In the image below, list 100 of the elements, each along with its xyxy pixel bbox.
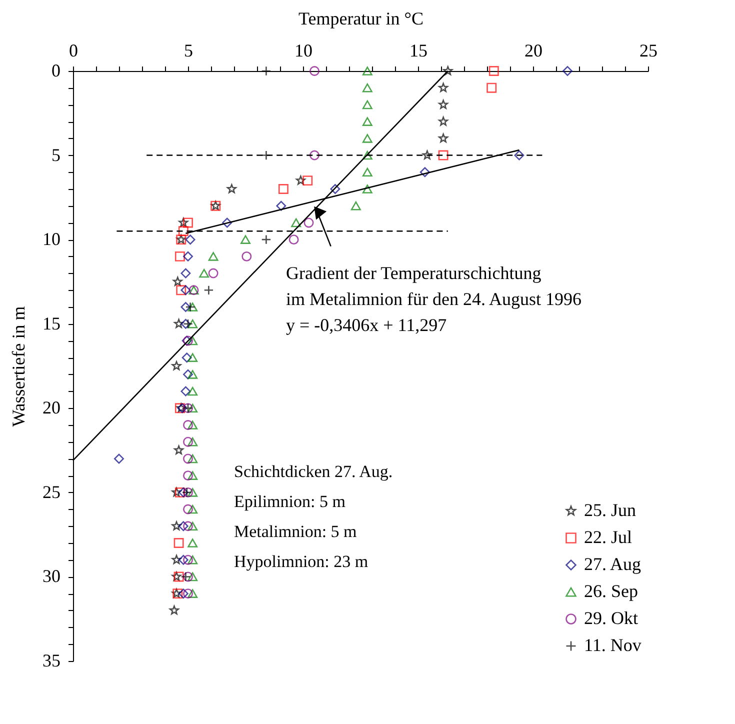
point (188, 572, 198, 582)
point (172, 554, 182, 564)
point (178, 226, 188, 236)
point (188, 370, 198, 379)
x-tick-label: 20 (524, 40, 542, 60)
point (188, 589, 198, 598)
point (172, 487, 182, 497)
point (261, 66, 272, 76)
legend-label: 26. Sep (584, 581, 638, 601)
point (362, 150, 372, 160)
point (188, 488, 198, 497)
point (180, 302, 191, 312)
point (438, 150, 448, 160)
point (183, 454, 193, 464)
point (188, 471, 198, 480)
point (438, 133, 448, 143)
point (362, 100, 372, 110)
point (278, 184, 288, 194)
point (261, 234, 272, 245)
point (188, 504, 198, 514)
point (362, 184, 372, 194)
x-tick-label: 25 (640, 40, 658, 60)
point (310, 150, 320, 160)
point (362, 66, 372, 76)
x-axis-title: Temperatur in °C (298, 8, 424, 28)
point (172, 521, 182, 530)
point (188, 302, 198, 312)
point (226, 184, 236, 194)
point (185, 302, 196, 312)
point (174, 538, 184, 548)
annotation: Gradient der Temperaturschichtung im Metalimnion für den 24. August 1996 y = -0,3406x + 11,297 (286, 262, 582, 335)
point (180, 572, 191, 582)
point (188, 353, 198, 362)
y-tick-label: 20 (42, 398, 60, 418)
point (114, 454, 124, 464)
point (242, 251, 252, 262)
point (188, 404, 198, 413)
point (183, 218, 193, 228)
y-tick-label: 30 (42, 566, 60, 586)
point (362, 134, 372, 143)
point (204, 285, 214, 296)
y-tick-label: 0 (52, 60, 60, 80)
x-tick-label: 15 (410, 40, 428, 60)
y-tick-label: 5 (52, 144, 60, 165)
point (172, 276, 182, 286)
point (183, 572, 193, 582)
point (443, 66, 453, 76)
y-tick-label: 35 (42, 650, 60, 670)
legend-label: 29. Okt (584, 608, 638, 628)
y-tick-label: 15 (42, 313, 60, 334)
annotation: Schichtdicken 27. Aug. Epilimnion: 5 m Metalimnion: 5 m Hypolimnion: 23 m (234, 462, 393, 571)
point (310, 66, 320, 76)
point (188, 454, 198, 464)
point (185, 234, 196, 245)
point (183, 470, 193, 481)
point (188, 538, 198, 548)
point (362, 168, 372, 177)
point (178, 554, 188, 565)
point (291, 218, 302, 228)
point (276, 200, 286, 211)
point (438, 116, 448, 126)
point (438, 100, 448, 109)
point (183, 436, 193, 447)
point (180, 268, 191, 278)
point (422, 150, 432, 160)
point (514, 150, 524, 160)
point (178, 521, 188, 532)
point (183, 420, 193, 430)
point (304, 218, 314, 228)
point (183, 251, 193, 262)
point (208, 268, 218, 278)
point (178, 218, 188, 227)
legend-label: 22. Jul (584, 527, 632, 547)
point (362, 117, 372, 126)
point (420, 167, 430, 178)
point (208, 252, 218, 261)
point (296, 176, 306, 185)
y-tick-label: 25 (42, 482, 60, 502)
point (188, 420, 198, 430)
point (174, 251, 185, 262)
point (362, 83, 372, 92)
y-axis-title: Wassertiefe in m (8, 306, 28, 427)
point (174, 572, 184, 582)
point (188, 437, 198, 446)
point (183, 318, 193, 329)
x-tick-label: 0 (69, 40, 78, 60)
point (302, 176, 313, 186)
point (183, 504, 193, 514)
point (183, 588, 193, 599)
point (183, 554, 193, 565)
point (178, 487, 188, 498)
point (172, 361, 182, 370)
point (174, 445, 184, 454)
point (330, 184, 340, 194)
point (240, 235, 250, 244)
point (188, 555, 198, 564)
legend-label: 25. Jun (584, 500, 636, 520)
point (182, 352, 192, 363)
point (178, 588, 188, 599)
point (350, 201, 361, 210)
